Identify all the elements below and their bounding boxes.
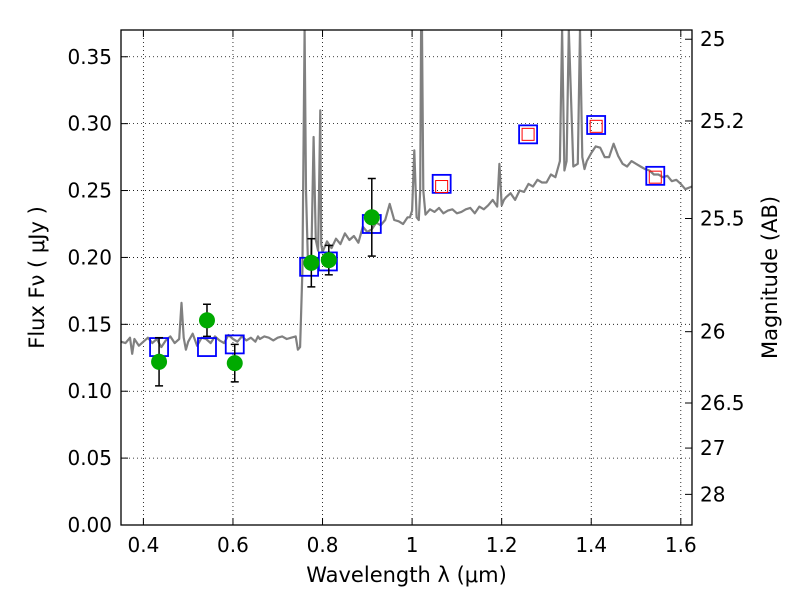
observed-point: [151, 353, 168, 370]
upper-limit-point: [648, 170, 662, 184]
y2-tick-label: 25.5: [700, 207, 745, 231]
grid-lines: [121, 30, 692, 526]
x-tick-label: 0.6: [217, 533, 249, 557]
observed-point: [303, 254, 320, 271]
observed-point: [363, 209, 380, 226]
plot-frame: [120, 29, 693, 526]
x-tick-label: 1: [406, 533, 419, 557]
axis-ticks: 0.4 0.6 0.8 1 1.2 1.4 1.6 0.00 0.05 0.10 0.15 0.20 0…: [67, 27, 744, 557]
y-tick-label: 0.10: [67, 379, 112, 403]
model-spectrum-layer: [121, 30, 692, 355]
upper-limit-point: [435, 180, 449, 194]
observed-point: [226, 355, 243, 372]
y2-axis-label: Magnitude (AB): [758, 196, 782, 359]
model-photometry-point: [645, 165, 666, 186]
upper-limit-point: [521, 127, 535, 141]
x-tick-label: 0.8: [307, 533, 339, 557]
y2-tick-label: 25: [700, 27, 725, 51]
model-photometry-point: [518, 124, 538, 145]
observed-point: [198, 312, 215, 329]
observed-point: [320, 252, 337, 269]
y2-tick-label: 26: [700, 320, 725, 344]
x-tick-label: 1.6: [665, 533, 697, 557]
y-tick-label: 0.05: [67, 446, 112, 470]
y2-tick-label: 27: [700, 436, 725, 460]
y2-tick-label: 28: [700, 482, 725, 506]
model-photometry-point: [197, 337, 217, 357]
y-tick-label: 0.00: [67, 513, 112, 537]
y-axis-label: Flux Fν ( μJy ): [25, 206, 49, 349]
y-tick-label: 0.30: [67, 112, 112, 136]
y-tick-label: 0.15: [67, 312, 112, 336]
x-tick-label: 1.4: [575, 533, 607, 557]
y2-tick-label: 26.5: [700, 391, 745, 415]
x-tick-label: 1.2: [486, 533, 518, 557]
y2-tick-label: 25.2: [700, 109, 745, 133]
x-axis-label: Wavelength λ (μm): [306, 563, 507, 587]
data-points-layer: [149, 115, 666, 387]
model-photometry-point: [586, 115, 607, 135]
y-tick-label: 0.35: [67, 45, 112, 69]
upper-limit-point: [589, 119, 603, 133]
spectrum-line: [121, 30, 692, 355]
y-tick-label: 0.25: [67, 179, 112, 203]
y-tick-label: 0.20: [67, 245, 112, 269]
x-tick-label: 0.4: [127, 533, 159, 557]
